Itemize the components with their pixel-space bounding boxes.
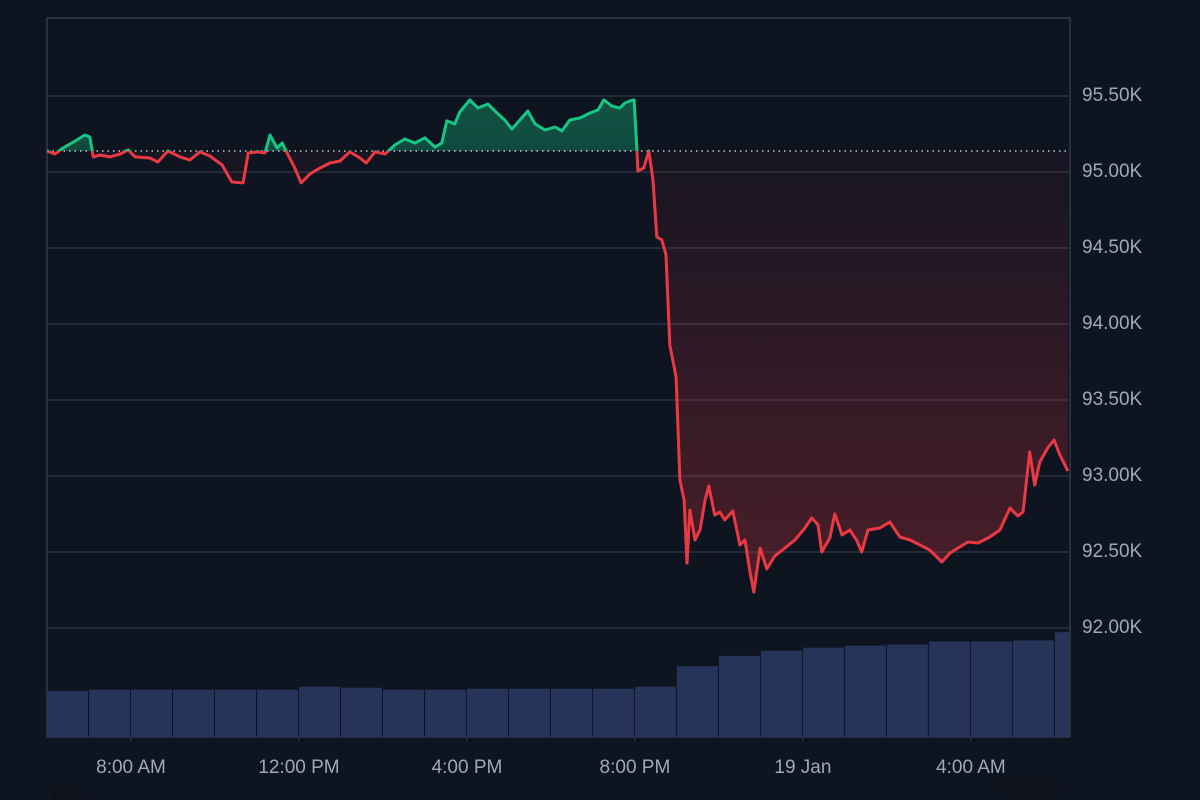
volume-bar bbox=[970, 641, 1012, 737]
volume-bar bbox=[676, 666, 718, 737]
x-tick-label: 8:00 AM bbox=[96, 757, 166, 778]
y-tick-label: 95.00K bbox=[1082, 161, 1143, 182]
volume-bar bbox=[886, 644, 928, 737]
y-tick-label: 94.50K bbox=[1082, 237, 1143, 258]
volume-bar bbox=[550, 688, 592, 737]
y-tick-label: 92.00K bbox=[1082, 617, 1143, 638]
footer-right[interactable]: Analyze bbox=[990, 777, 1058, 798]
footer-left: 129 bbox=[50, 785, 82, 800]
volume-bar bbox=[424, 689, 466, 737]
volume-bar bbox=[844, 645, 886, 737]
volume-bar bbox=[1012, 640, 1054, 737]
y-tick-label: 92.50K bbox=[1082, 541, 1143, 562]
volume-bar bbox=[802, 647, 844, 737]
y-tick-label: 95.50K bbox=[1082, 85, 1143, 106]
volume-bar bbox=[508, 688, 550, 737]
volume-bar bbox=[634, 686, 676, 737]
x-tick-label: 4:00 PM bbox=[432, 757, 503, 778]
volume-bar bbox=[592, 688, 634, 737]
volume-bar bbox=[130, 689, 172, 737]
volume-bar bbox=[340, 687, 382, 737]
x-tick-label: 19 Jan bbox=[774, 757, 831, 778]
volume-bar bbox=[466, 688, 508, 737]
volume-bar bbox=[256, 689, 298, 737]
price-line bbox=[46, 98, 1070, 594]
volume-bar bbox=[928, 641, 970, 737]
volume-bar bbox=[214, 689, 256, 737]
y-tick-label: 93.50K bbox=[1082, 389, 1143, 410]
area-fill bbox=[47, 99, 1068, 593]
volume-bar bbox=[172, 689, 214, 737]
y-tick-label: 94.00K bbox=[1082, 313, 1143, 334]
volume-bar bbox=[88, 689, 130, 737]
x-tick-label: 8:00 PM bbox=[600, 757, 671, 778]
volume-bar bbox=[718, 655, 760, 737]
y-tick-label: 93.00K bbox=[1082, 465, 1143, 486]
volume-bar bbox=[47, 690, 88, 737]
x-tick-label: 12:00 PM bbox=[258, 757, 339, 778]
volume-bar bbox=[760, 650, 802, 737]
volume-bar bbox=[1054, 632, 1069, 737]
volume-bar bbox=[382, 689, 424, 737]
x-tick-label: 4:00 AM bbox=[936, 757, 1006, 778]
volume-bar bbox=[298, 686, 340, 737]
